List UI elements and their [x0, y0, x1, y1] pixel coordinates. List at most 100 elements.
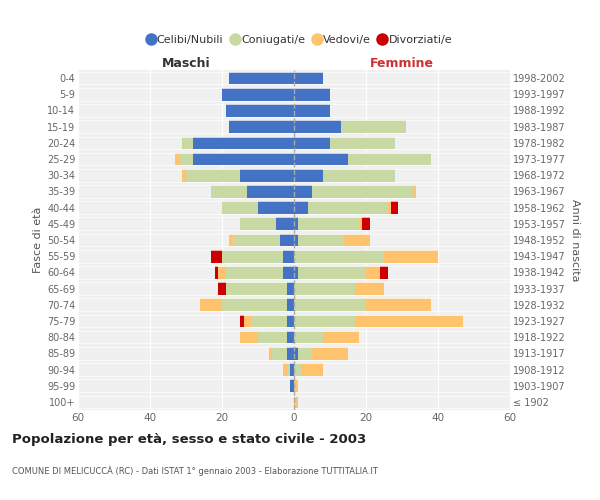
Bar: [294, 314, 355, 328]
Text: Femmine: Femmine: [370, 57, 434, 70]
Bar: [226, 104, 294, 117]
Bar: [287, 363, 290, 376]
Bar: [294, 152, 348, 166]
Bar: [298, 218, 359, 230]
Bar: [182, 169, 186, 181]
Bar: [240, 218, 276, 230]
Bar: [294, 234, 298, 246]
Bar: [222, 202, 258, 214]
Bar: [341, 120, 406, 133]
Bar: [294, 331, 323, 344]
Bar: [280, 234, 294, 246]
Y-axis label: Fasce di età: Fasce di età: [32, 207, 43, 273]
Bar: [287, 282, 294, 295]
Bar: [294, 136, 330, 149]
Bar: [200, 298, 222, 311]
Bar: [193, 152, 294, 166]
Bar: [355, 282, 384, 295]
Bar: [226, 282, 287, 295]
Bar: [294, 250, 384, 262]
Bar: [294, 104, 330, 117]
Bar: [294, 169, 323, 181]
Bar: [298, 266, 366, 278]
Bar: [298, 347, 312, 360]
Bar: [413, 185, 416, 198]
Bar: [308, 202, 388, 214]
Bar: [283, 363, 287, 376]
Bar: [323, 169, 395, 181]
Bar: [294, 120, 341, 133]
Bar: [290, 363, 294, 376]
Bar: [222, 298, 287, 311]
Text: COMUNE DI MELICUCCÀ (RC) - Dati ISTAT 1° gennaio 2003 - Elaborazione TUTTITALIA.: COMUNE DI MELICUCCÀ (RC) - Dati ISTAT 1°…: [12, 465, 378, 475]
Bar: [290, 380, 294, 392]
Bar: [247, 185, 294, 198]
Bar: [287, 314, 294, 328]
Bar: [362, 218, 370, 230]
Bar: [186, 169, 240, 181]
Bar: [229, 234, 233, 246]
Bar: [182, 136, 193, 149]
Bar: [179, 152, 193, 166]
Bar: [240, 331, 258, 344]
Bar: [287, 298, 294, 311]
Text: Maschi: Maschi: [161, 57, 211, 70]
Bar: [312, 347, 348, 360]
Bar: [287, 347, 294, 360]
Bar: [251, 314, 287, 328]
Bar: [233, 234, 280, 246]
Bar: [283, 250, 294, 262]
Bar: [294, 202, 308, 214]
Bar: [366, 298, 431, 311]
Bar: [294, 72, 323, 85]
Bar: [391, 202, 398, 214]
Bar: [218, 266, 226, 278]
Legend: Celibi/Nubili, Coniugati/e, Vedovi/e, Divorziati/e: Celibi/Nubili, Coniugati/e, Vedovi/e, Di…: [148, 34, 452, 46]
Bar: [301, 363, 323, 376]
Bar: [312, 185, 413, 198]
Bar: [222, 88, 294, 101]
Bar: [226, 266, 283, 278]
Bar: [366, 266, 380, 278]
Bar: [384, 250, 438, 262]
Bar: [344, 234, 370, 246]
Bar: [276, 218, 294, 230]
Bar: [211, 185, 247, 198]
Bar: [359, 218, 362, 230]
Bar: [269, 347, 272, 360]
Bar: [211, 250, 222, 262]
Bar: [294, 396, 298, 408]
Bar: [244, 314, 251, 328]
Bar: [294, 347, 298, 360]
Bar: [215, 266, 218, 278]
Bar: [294, 282, 355, 295]
Bar: [272, 347, 287, 360]
Bar: [348, 152, 431, 166]
Bar: [229, 120, 294, 133]
Bar: [294, 88, 330, 101]
Bar: [294, 363, 301, 376]
Bar: [294, 266, 298, 278]
Bar: [240, 169, 294, 181]
Y-axis label: Anni di nascita: Anni di nascita: [570, 198, 580, 281]
Bar: [258, 331, 287, 344]
Bar: [218, 282, 226, 295]
Bar: [330, 136, 395, 149]
Bar: [283, 266, 294, 278]
Text: Popolazione per età, sesso e stato civile - 2003: Popolazione per età, sesso e stato civil…: [12, 432, 366, 446]
Bar: [222, 250, 283, 262]
Bar: [294, 380, 298, 392]
Bar: [193, 136, 294, 149]
Bar: [323, 331, 359, 344]
Bar: [175, 152, 179, 166]
Bar: [298, 234, 344, 246]
Bar: [294, 298, 366, 311]
Bar: [287, 331, 294, 344]
Bar: [380, 266, 388, 278]
Bar: [294, 218, 298, 230]
Bar: [294, 185, 312, 198]
Bar: [355, 314, 463, 328]
Bar: [388, 202, 391, 214]
Bar: [240, 314, 244, 328]
Bar: [258, 202, 294, 214]
